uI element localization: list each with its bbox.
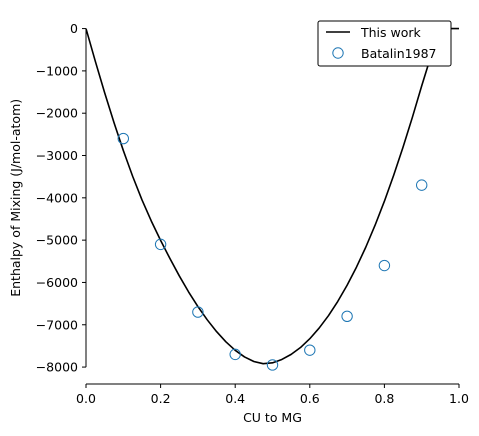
data-point-batalin1987 [266, 359, 279, 371]
y-tick-label: −6000 [36, 275, 78, 290]
x-tick-label: 0.6 [300, 391, 320, 406]
x-axis-label: CU to MG [243, 410, 302, 425]
x-tick-label: 1.0 [449, 391, 469, 406]
data-point-batalin1987 [304, 344, 316, 356]
y-tick-label: −1000 [36, 63, 78, 78]
y-axis: 0 −1000 −2000 −3000 −4000 −5000 −6000 −7000 −800… [36, 21, 87, 375]
x-tick-label: 0.8 [374, 391, 394, 406]
legend-box [317, 20, 452, 67]
legend-marker-swatch [332, 47, 344, 59]
legend-label-this-work: This work [360, 25, 422, 40]
y-tick-label: −3000 [36, 148, 78, 163]
x-tick-label: 0.4 [225, 391, 245, 406]
data-point-batalin1987 [416, 179, 428, 191]
y-tick-label: −8000 [36, 360, 78, 375]
y-tick-label: −4000 [36, 190, 78, 205]
x-tick-label: 0.0 [76, 391, 96, 406]
y-tick-label: 0 [70, 21, 78, 36]
legend: This work Batalin1987 [317, 20, 452, 67]
data-point-batalin1987 [378, 259, 391, 272]
y-axis-label: Enthalpy of Mixing (J/mol-atom) [8, 99, 23, 297]
data-point-batalin1987 [154, 238, 167, 251]
data-point-batalin1987 [229, 348, 241, 361]
y-tick-label: −2000 [36, 106, 78, 121]
y-tick-label: −7000 [36, 317, 78, 332]
legend-label-batalin1987: Batalin1987 [361, 46, 436, 61]
y-tick-label: −5000 [36, 233, 78, 248]
x-tick-label: 0.2 [151, 391, 171, 406]
data-point-batalin1987 [117, 132, 130, 145]
data-point-batalin1987 [341, 310, 353, 323]
plot-area [85, 27, 459, 371]
series-line-this-work [85, 27, 459, 365]
x-axis: 0.0 0.2 0.4 0.6 0.8 1.0 [76, 383, 469, 406]
data-point-batalin1987 [192, 306, 204, 318]
